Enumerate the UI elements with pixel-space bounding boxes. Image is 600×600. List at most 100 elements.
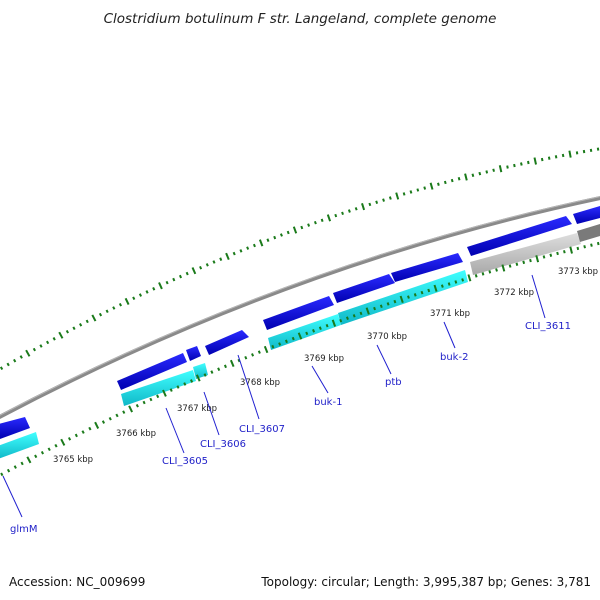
gene-label[interactable]: CLI_3605 xyxy=(162,456,208,467)
scale-tick xyxy=(279,233,283,237)
scale-tick xyxy=(142,400,146,405)
scale-tick xyxy=(388,196,392,200)
scale-tick xyxy=(124,297,130,306)
kbp-label: 3766 kbp xyxy=(116,429,156,439)
gene-label[interactable]: ptb xyxy=(385,377,402,388)
scale-tick xyxy=(251,353,255,357)
gene-label[interactable]: CLI_3611 xyxy=(525,321,571,332)
scale-tick xyxy=(58,331,64,339)
scale-tick xyxy=(156,394,160,399)
scale-tick xyxy=(563,250,566,254)
scale-tick xyxy=(81,430,85,434)
scale-tick xyxy=(98,312,103,317)
scale-tick xyxy=(527,160,530,165)
scale-tick xyxy=(223,364,227,369)
scale-tick xyxy=(450,178,454,183)
forward-strand-features xyxy=(0,206,600,439)
scale-tick xyxy=(26,456,32,464)
gene-label[interactable]: glmM xyxy=(10,524,38,535)
gene-label[interactable]: buk-1 xyxy=(314,397,342,408)
gene-feature[interactable] xyxy=(205,330,249,355)
rna-feature[interactable] xyxy=(193,363,208,379)
gene-feature[interactable] xyxy=(573,206,600,224)
scale-tick xyxy=(506,165,509,169)
gene-feature[interactable] xyxy=(186,346,201,361)
scale-tick xyxy=(596,147,600,151)
scale-tick xyxy=(297,332,303,340)
scale-tick xyxy=(542,255,546,259)
gene-label[interactable]: CLI_3607 xyxy=(239,424,285,435)
scale-tick xyxy=(365,307,370,315)
scale-tick xyxy=(203,373,207,377)
scale-tick xyxy=(582,149,586,154)
scale-tick xyxy=(413,293,417,297)
scale-tick xyxy=(529,258,532,263)
scale-tick xyxy=(447,282,451,286)
scale-tick xyxy=(263,345,269,354)
scale-tick xyxy=(145,290,149,294)
scale-tick xyxy=(291,336,295,341)
scale-tick xyxy=(533,157,537,165)
inner-tick-ring xyxy=(0,241,600,477)
gene-label-leaders xyxy=(2,274,546,518)
gene-feature[interactable] xyxy=(467,216,572,256)
scale-tick xyxy=(568,150,572,158)
gene-label[interactable]: CLI_3606 xyxy=(200,439,246,450)
scale-tick xyxy=(402,192,406,196)
scale-tick xyxy=(474,274,478,278)
scale-tick xyxy=(172,277,176,282)
scale-tick xyxy=(375,200,379,204)
scale-tick xyxy=(74,433,78,438)
scale-tick xyxy=(132,296,136,301)
gene-label[interactable]: buk-2 xyxy=(440,352,468,363)
gene-feature[interactable] xyxy=(0,417,30,439)
scale-tick xyxy=(508,264,512,268)
scale-tick xyxy=(232,251,236,256)
gene-feature[interactable] xyxy=(333,274,395,303)
topology-text: Topology: circular; Length: 3,995,387 bp… xyxy=(260,575,591,589)
rna-feature[interactable] xyxy=(0,432,39,459)
scale-tick xyxy=(217,367,221,371)
scale-tick xyxy=(169,388,173,392)
rna-feature[interactable] xyxy=(121,370,196,406)
scale-tick xyxy=(25,349,31,357)
scale-tick xyxy=(39,344,43,348)
grey-feature[interactable] xyxy=(470,233,581,275)
scale-tick xyxy=(47,447,51,452)
scale-tick xyxy=(339,318,343,323)
scale-tick xyxy=(205,263,209,267)
scale-tick xyxy=(429,182,434,190)
scale-tick xyxy=(522,260,526,265)
scale-tick xyxy=(590,243,593,247)
scale-tick xyxy=(300,225,304,230)
gene-feature[interactable] xyxy=(263,296,334,330)
kbp-label: 3771 kbp xyxy=(430,309,470,319)
scale-tick xyxy=(284,339,288,344)
scale-tick xyxy=(520,162,523,166)
scale-tick xyxy=(583,245,586,249)
grey-feature[interactable] xyxy=(577,224,600,242)
scale-tick xyxy=(352,314,356,318)
rna-feature[interactable] xyxy=(338,270,468,325)
gene-feature[interactable] xyxy=(117,353,187,390)
kbp-label: 3768 kbp xyxy=(240,378,280,388)
scale-tick xyxy=(128,405,134,413)
scale-tick xyxy=(122,410,126,414)
scale-tick xyxy=(399,295,404,304)
scale-tick xyxy=(373,306,376,311)
scale-tick xyxy=(569,246,573,254)
scale-tick xyxy=(258,239,264,247)
scale-tick xyxy=(176,385,180,389)
scale-tick xyxy=(94,421,100,429)
scale-tick xyxy=(6,468,11,473)
scale-tick xyxy=(252,243,256,248)
scale-tick xyxy=(393,299,397,304)
scale-tick xyxy=(485,170,489,174)
scale-tick xyxy=(101,420,106,424)
scale-tick xyxy=(437,182,440,186)
scale-tick xyxy=(596,241,600,246)
scale-tick xyxy=(185,271,189,276)
scale-tick xyxy=(292,226,298,234)
gene-feature[interactable] xyxy=(391,253,463,282)
scale-tick xyxy=(246,246,250,250)
